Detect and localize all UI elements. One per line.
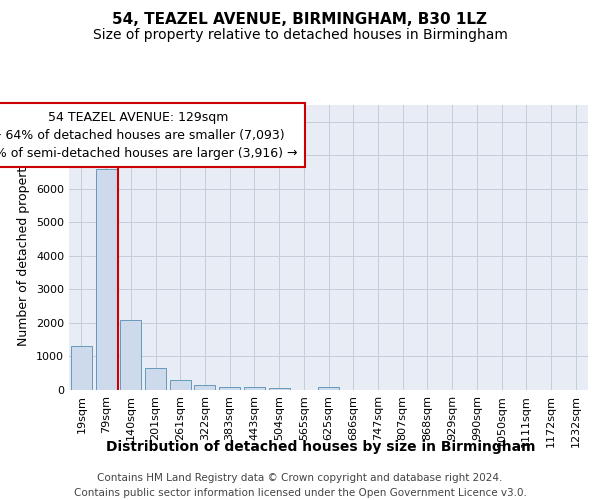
Text: Distribution of detached houses by size in Birmingham: Distribution of detached houses by size … bbox=[106, 440, 536, 454]
Bar bbox=[269, 388, 290, 390]
Bar bbox=[244, 388, 265, 390]
Bar bbox=[71, 346, 92, 390]
Text: Size of property relative to detached houses in Birmingham: Size of property relative to detached ho… bbox=[92, 28, 508, 42]
Text: 54 TEAZEL AVENUE: 129sqm
← 64% of detached houses are smaller (7,093)
36% of sem: 54 TEAZEL AVENUE: 129sqm ← 64% of detach… bbox=[0, 110, 298, 160]
Bar bbox=[194, 385, 215, 390]
Text: Contains HM Land Registry data © Crown copyright and database right 2024.
Contai: Contains HM Land Registry data © Crown c… bbox=[74, 472, 526, 498]
Bar bbox=[145, 368, 166, 390]
Bar bbox=[95, 168, 116, 390]
Bar bbox=[219, 386, 240, 390]
Text: 54, TEAZEL AVENUE, BIRMINGHAM, B30 1LZ: 54, TEAZEL AVENUE, BIRMINGHAM, B30 1LZ bbox=[113, 12, 487, 28]
Bar bbox=[318, 387, 339, 390]
Bar bbox=[120, 320, 141, 390]
Bar bbox=[170, 380, 191, 390]
Y-axis label: Number of detached properties: Number of detached properties bbox=[17, 149, 31, 346]
